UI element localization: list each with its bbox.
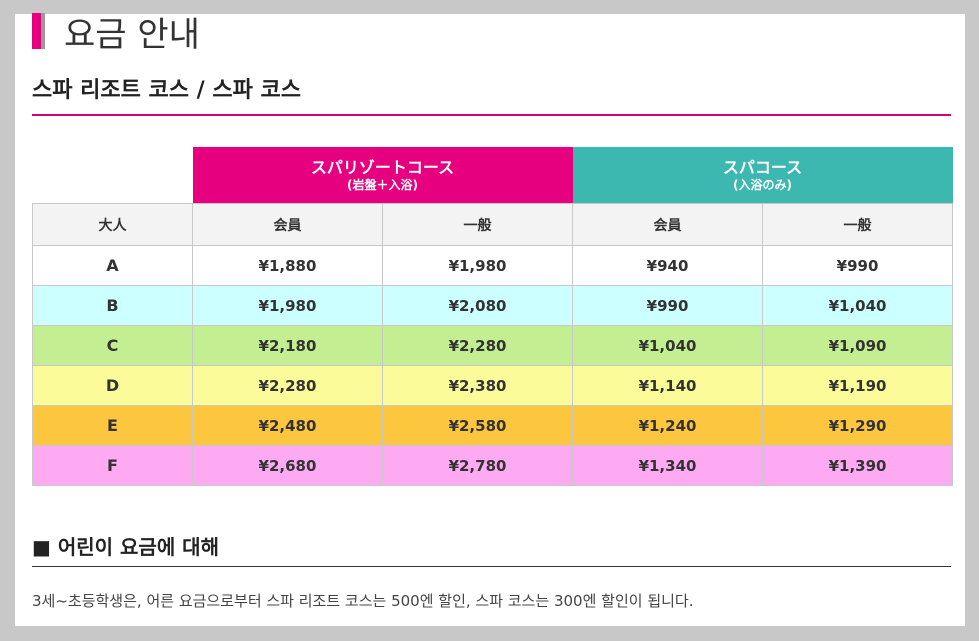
price-cell: ¥2,280 [192,365,383,406]
price-cell: ¥1,040 [572,325,764,366]
spa-general-header: 一般 [762,203,954,246]
rank-cell: E [32,405,193,446]
spa-resort-course-name: スパリゾートコース [310,157,455,177]
sub-header-row: 大人 会員 一般 会員 一般 [32,203,954,246]
spa-course-header: スパコース (入浴のみ) [572,147,953,204]
page-title-text: 요금 안내 [64,14,200,55]
price-cell: ¥2,280 [381,325,574,366]
price-cell: ¥1,290 [762,405,954,446]
price-cell: ¥2,680 [192,445,383,486]
course-header-row: スパリゾートコース (岩盤＋入浴) スパコース (入浴のみ) [33,147,953,204]
section-heading-spa-courses: 스파 리조트 코스 / 스파 코스 [32,76,951,116]
price-cell: ¥1,190 [762,365,954,406]
resort-member-header: 会員 [192,203,383,246]
price-cell: ¥1,240 [572,405,764,446]
spa-member-header: 会員 [572,203,764,246]
rank-cell: D [32,365,193,406]
price-cell: ¥940 [572,245,764,286]
price-cell: ¥990 [762,245,954,286]
price-cell: ¥1,880 [192,245,383,286]
price-cell: ¥2,780 [381,445,574,486]
price-cell: ¥1,980 [192,285,383,326]
adult-header: 大人 [32,203,193,246]
resort-general-header: 一般 [381,203,574,246]
price-cell: ¥1,390 [762,445,954,486]
spa-course-sub: (入浴のみ) [733,177,793,192]
blank-header-cell [33,147,193,204]
spa-resort-course-sub: (岩盤＋入浴) [347,177,418,192]
table-row: B ¥1,980 ¥2,080 ¥990 ¥1,040 [32,285,954,326]
price-cell: ¥2,580 [381,405,574,446]
price-cell: ¥1,340 [572,445,764,486]
price-table: スパリゾートコース (岩盤＋入浴) スパコース (入浴のみ) 大人 会員 一般 … [32,147,954,486]
price-cell: ¥990 [572,285,764,326]
content-panel: 요금 안내 스파 리조트 코스 / 스파 코스 スパリゾートコース (岩盤＋入浴… [15,13,965,626]
rank-cell: B [32,285,193,326]
price-cell: ¥1,980 [381,245,574,286]
children-fee-note: 3세~초등학생은, 어른 요금으로부터 스파 리조트 코스는 500엔 할인, … [32,592,694,610]
price-cell: ¥2,380 [381,365,574,406]
rank-cell: A [32,245,193,286]
children-fee-heading: ■ 어린이 요금에 대해 [32,532,951,567]
price-cell: ¥1,090 [762,325,954,366]
spa-resort-course-header: スパリゾートコース (岩盤＋入浴) [192,147,573,204]
table-row: E ¥2,480 ¥2,580 ¥1,240 ¥1,290 [32,405,954,446]
table-row: A ¥1,880 ¥1,980 ¥940 ¥990 [32,245,954,286]
price-cell: ¥1,140 [572,365,764,406]
spa-course-name: スパコース [722,157,803,177]
rank-cell: C [32,325,193,366]
table-row: C ¥2,180 ¥2,280 ¥1,040 ¥1,090 [32,325,954,366]
price-cell: ¥2,480 [192,405,383,446]
table-row: F ¥2,680 ¥2,780 ¥1,340 ¥1,390 [32,445,954,486]
table-row: D ¥2,280 ¥2,380 ¥1,140 ¥1,190 [32,365,954,406]
price-cell: ¥2,080 [381,285,574,326]
rank-cell: F [32,445,193,486]
price-cell: ¥1,040 [762,285,954,326]
page-title: 요금 안내 [32,2,200,60]
title-accent-bar [32,13,45,49]
price-cell: ¥2,180 [192,325,383,366]
